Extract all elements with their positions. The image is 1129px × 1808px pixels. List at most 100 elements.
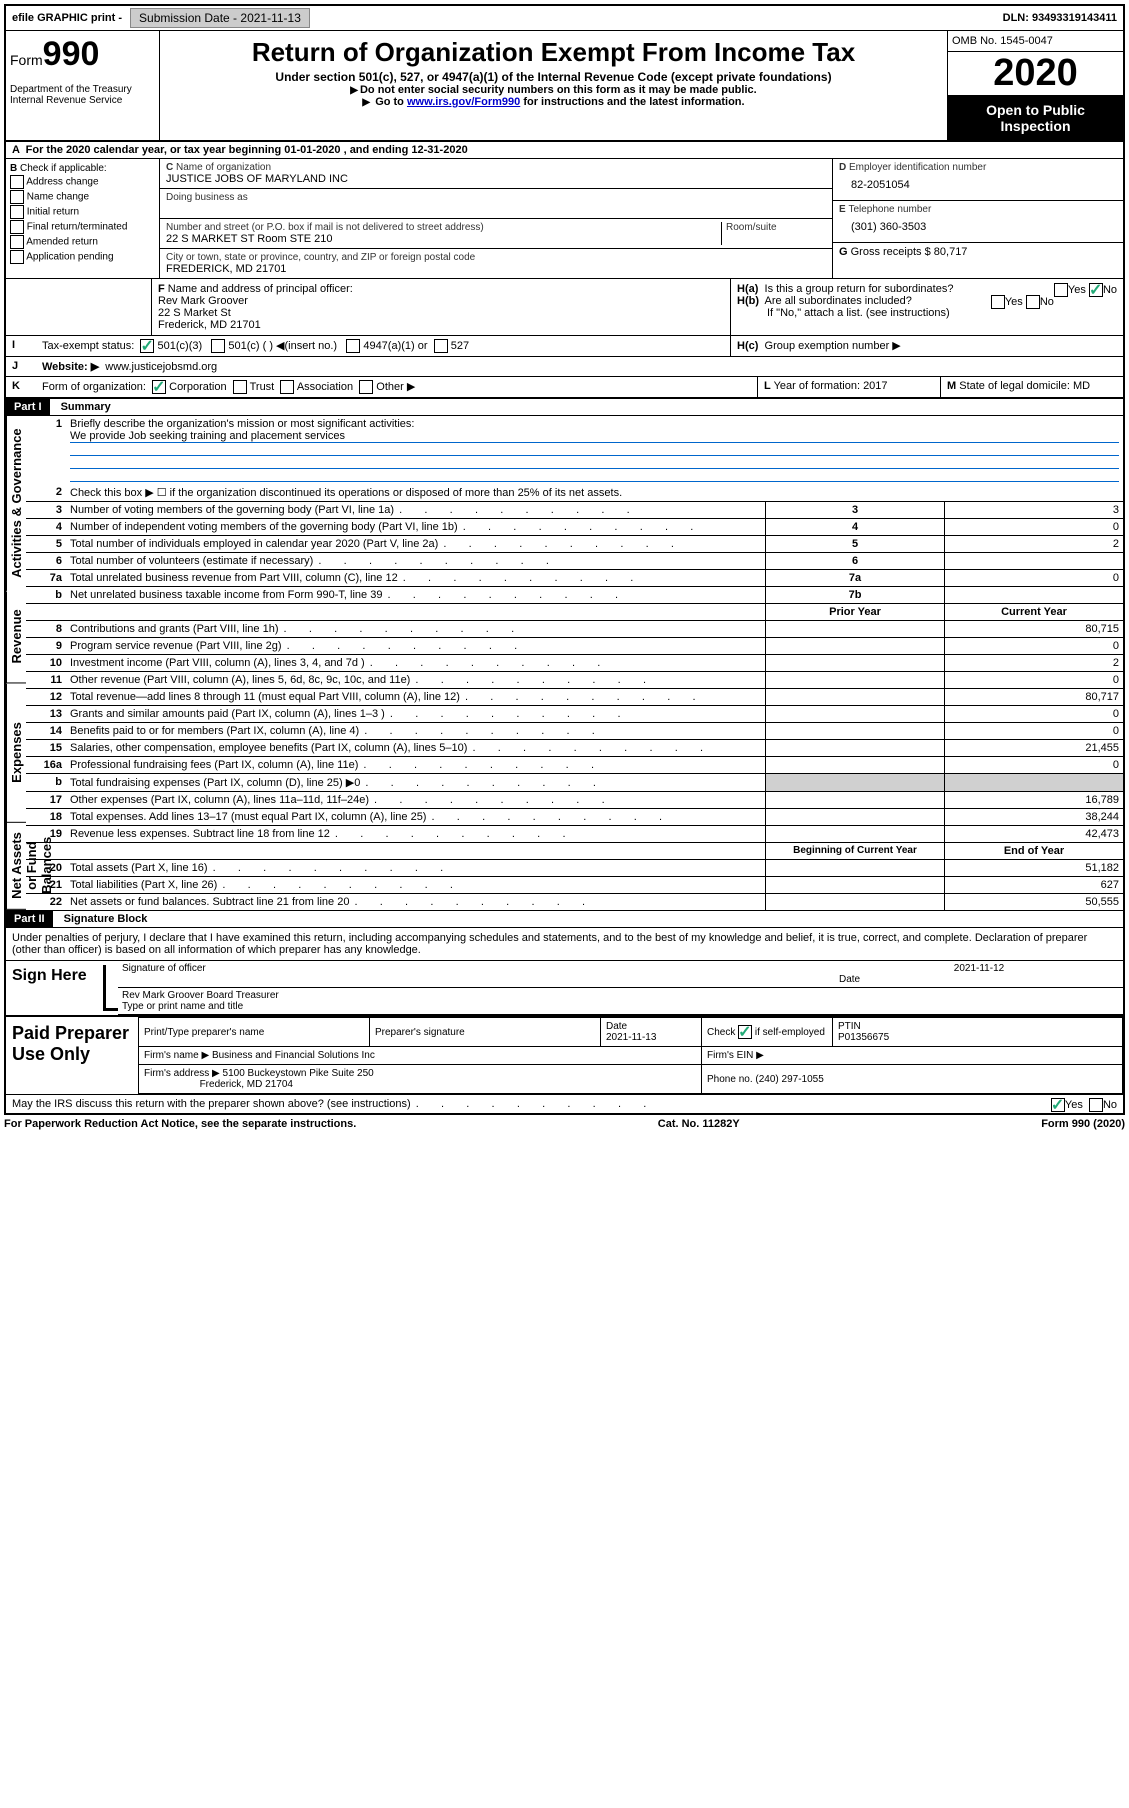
form-container: efile GRAPHIC print - Submission Date - … — [4, 4, 1125, 1115]
hc-cell: H(c) Group exemption number ▶ — [730, 336, 1123, 356]
form-header: Form990 Department of the Treasury Inter… — [6, 31, 1123, 142]
footer-left: For Paperwork Reduction Act Notice, see … — [4, 1118, 356, 1130]
discuss-no[interactable] — [1089, 1098, 1103, 1112]
b-checklist: B Check if applicable: Address change Na… — [6, 159, 160, 278]
note-ssn: Do not enter social security numbers on … — [164, 84, 943, 96]
org-name: JUSTICE JOBS OF MARYLAND INC — [166, 173, 826, 185]
col-prior: Prior Year — [766, 604, 945, 621]
line-key: 7b — [766, 587, 945, 604]
prep-self: Check if self-employed — [707, 1027, 825, 1038]
d-label: Employer identification number — [849, 162, 986, 173]
prior-val — [766, 723, 945, 740]
discuss-yes[interactable] — [1051, 1098, 1065, 1112]
ptin-h: PTIN — [838, 1021, 861, 1032]
sign-right: Signature of officer 2021-11-12 Date Rev… — [118, 961, 1123, 1015]
prior-val — [766, 638, 945, 655]
sig-name-label: Type or print name and title — [122, 1001, 243, 1012]
line-text: Revenue less expenses. Subtract line 18 … — [66, 826, 766, 843]
a-text: For the 2020 calendar year, or tax year … — [26, 144, 468, 156]
ha-yes[interactable] — [1054, 283, 1068, 297]
ha-no[interactable] — [1089, 283, 1103, 297]
efile-label: efile GRAPHIC print - — [6, 10, 128, 26]
cb-4947[interactable] — [346, 339, 360, 353]
c-block: C Name of organization JUSTICE JOBS OF M… — [160, 159, 832, 278]
defg-block: D Employer identification number 82-2051… — [832, 159, 1123, 278]
header-right: OMB No. 1545-0047 2020 Open to Public In… — [948, 31, 1123, 140]
line-text: Total number of volunteers (estimate if … — [66, 553, 766, 570]
cb-501c3[interactable] — [140, 339, 154, 353]
l-cell: L Year of formation: 2017 — [757, 377, 940, 397]
prior-val — [766, 809, 945, 826]
prior-val — [766, 894, 945, 911]
cb-name-change[interactable]: Name change — [10, 190, 155, 204]
line-key: 3 — [766, 502, 945, 519]
cb-other[interactable] — [359, 380, 373, 394]
prior-val — [766, 774, 945, 792]
firm-addr1: 5100 Buckeystown Pike Suite 250 — [223, 1068, 374, 1079]
prior-val — [766, 621, 945, 638]
cb-final-return[interactable]: Final return/terminated — [10, 220, 155, 234]
line2-text: Check this box ▶ ☐ if the organization d… — [66, 484, 1123, 502]
line-val: 2 — [945, 536, 1124, 553]
cb-app-pending[interactable]: Application pending — [10, 250, 155, 264]
cb-amended[interactable]: Amended return — [10, 235, 155, 249]
e-label: Telephone number — [848, 204, 931, 215]
section-fh: F Name and address of principal officer:… — [6, 278, 1123, 335]
i-content: Tax-exempt status: 501(c)(3) 501(c) ( ) … — [36, 336, 730, 356]
g-value: 80,717 — [934, 246, 968, 258]
ein-value: 82-2051054 — [839, 173, 1117, 197]
current-val: 80,717 — [945, 689, 1124, 706]
col-end: End of Year — [945, 843, 1124, 860]
m-label: State of legal domicile: — [959, 380, 1070, 392]
part2-header: Part II — [6, 911, 53, 927]
cb-501c[interactable] — [211, 339, 225, 353]
hb-yes[interactable] — [991, 295, 1005, 309]
f-addr2: Frederick, MD 21701 — [158, 319, 261, 331]
submission-date-btn[interactable]: Submission Date - 2021-11-13 — [130, 8, 310, 28]
k-label: Form of organization: — [42, 381, 146, 393]
col-current: Current Year — [945, 604, 1124, 621]
current-val: 0 — [945, 672, 1124, 689]
line-text: Grants and similar amounts paid (Part IX… — [66, 706, 766, 723]
current-val: 42,473 — [945, 826, 1124, 843]
cb-527[interactable] — [434, 339, 448, 353]
prior-val — [766, 706, 945, 723]
line-text: Total expenses. Add lines 13–17 (must eq… — [66, 809, 766, 826]
footer-mid: Cat. No. 11282Y — [658, 1118, 740, 1130]
firm-addr-label: Firm's address ▶ — [144, 1068, 220, 1079]
sign-here-label: Sign Here — [6, 961, 103, 1015]
prep-sig-h: Preparer's signature — [370, 1018, 601, 1047]
cb-corp[interactable] — [152, 380, 166, 394]
line-text: Benefits paid to or for members (Part IX… — [66, 723, 766, 740]
line-text: Total revenue—add lines 8 through 11 (mu… — [66, 689, 766, 706]
line1-label: Briefly describe the organization's miss… — [70, 418, 414, 430]
cb-address-change[interactable]: Address change — [10, 175, 155, 189]
hb-no[interactable] — [1026, 295, 1040, 309]
line-val — [945, 553, 1124, 570]
g-cell: G Gross receipts $ 80,717 — [833, 243, 1123, 261]
sig-date-label: Date — [839, 974, 860, 985]
phone-label: Phone no. — [707, 1074, 753, 1085]
line-text: Salaries, other compensation, employee b… — [66, 740, 766, 757]
summary-table: 1 Briefly describe the organization's mi… — [26, 416, 1123, 910]
form-word: Form — [10, 52, 43, 68]
cb-trust[interactable] — [233, 380, 247, 394]
b-text: Check if applicable: — [20, 163, 107, 174]
line-text: Total number of individuals employed in … — [66, 536, 766, 553]
firm-name: Business and Financial Solutions Inc — [212, 1050, 375, 1061]
line-text: Number of independent voting members of … — [66, 519, 766, 536]
row-i: I Tax-exempt status: 501(c)(3) 501(c) ( … — [6, 335, 1123, 357]
row-a: A For the 2020 calendar year, or tax yea… — [6, 142, 1123, 159]
cb-assoc[interactable] — [280, 380, 294, 394]
cb-initial-return[interactable]: Initial return — [10, 205, 155, 219]
goto-link[interactable]: www.irs.gov/Form990 — [407, 96, 520, 108]
section-bcdefg: B Check if applicable: Address change Na… — [6, 159, 1123, 278]
hb-text: Are all subordinates included? — [765, 295, 912, 307]
topbar: efile GRAPHIC print - Submission Date - … — [6, 6, 1123, 31]
ein-label: Firm's EIN ▶ — [702, 1047, 1123, 1065]
ha-text: Is this a group return for subordinates? — [765, 283, 954, 295]
e-cell: E Telephone number (301) 360-3503 — [833, 201, 1123, 243]
current-val: 50,555 — [945, 894, 1124, 911]
form-990: 990 — [43, 35, 100, 73]
room-label: Room/suite — [726, 222, 826, 233]
